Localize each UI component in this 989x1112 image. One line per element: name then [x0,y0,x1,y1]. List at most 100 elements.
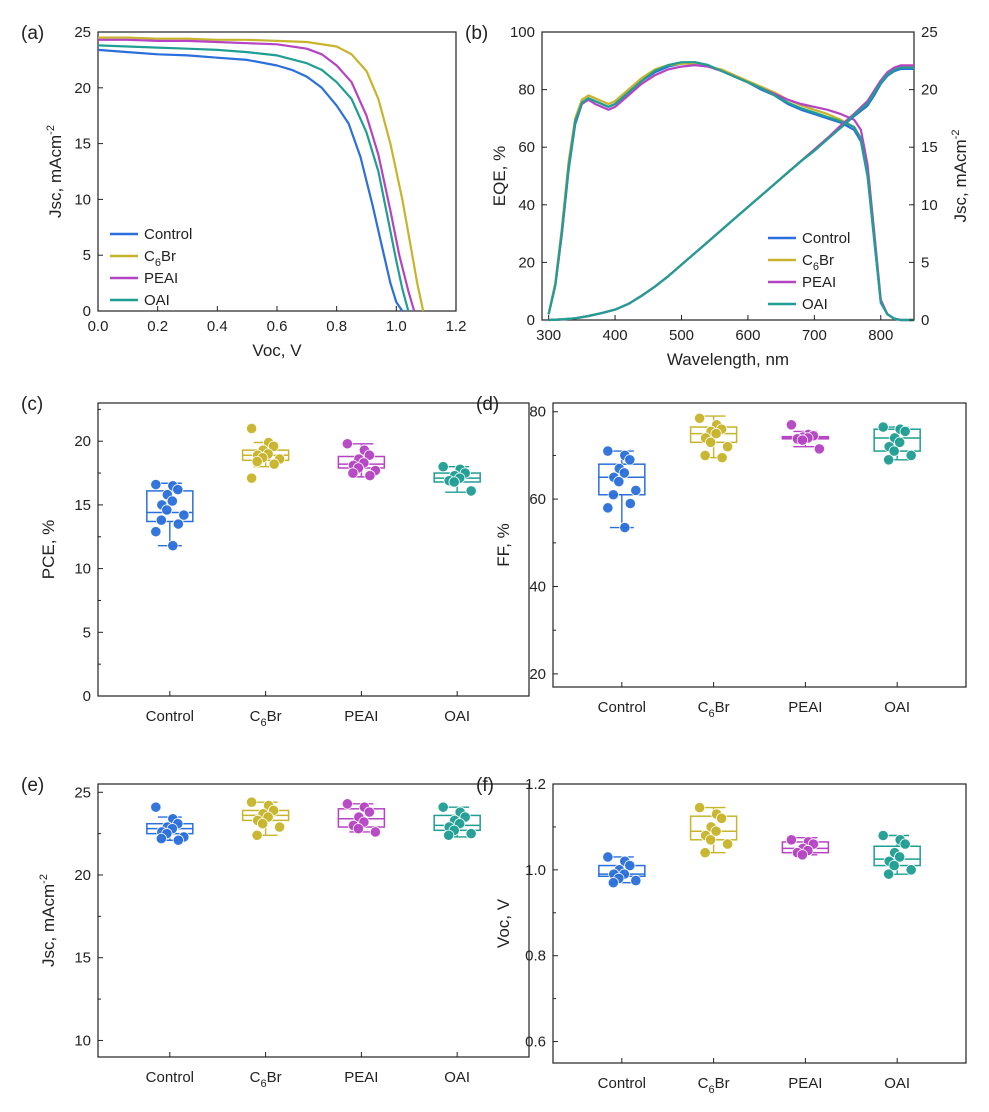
data-point [883,868,895,880]
x-category-label: C6Br [698,1075,730,1096]
data-point [630,484,642,496]
y-tick-label: 1.0 [525,862,546,879]
data-point [894,851,906,863]
data-point [813,443,825,455]
data-point [465,485,477,497]
data-point [905,449,917,462]
panel-label-e: (e) [21,775,44,796]
data-point [155,832,167,845]
data-point [437,801,449,813]
data-point [899,425,911,437]
y-tick-label: 10 [921,197,938,214]
y-tick-label: 10 [74,191,91,208]
y-tick-label: 40 [529,579,546,596]
x-category-label: Control [146,708,194,725]
data-point [796,849,808,861]
data-point [607,489,619,501]
data-point [178,509,190,521]
panel-e: (e) 10 15 20 25 Jsc, mAcm-2 Control C6Br PEAI OAI [21,775,530,1090]
y-tick-label: 20 [529,666,546,683]
x-category-label: Control [598,1075,646,1092]
y-tick-label: 0 [83,303,91,320]
x-tick-label: 400 [603,327,628,344]
series-line-eqe-c6br [98,36,425,312]
data-point [785,834,797,846]
series-line-eqe-control [97,48,404,312]
x-axis-label: Wavelength, nm [667,350,789,369]
data-point [694,412,706,424]
panel-b: (b)300 400 500 600 700 800020406080100Wavelen… [465,23,970,369]
x-tick-label: 0.6 [267,318,288,335]
x-tick-label: 0.4 [207,318,228,335]
data-point [607,877,619,889]
y-tick-label: 20 [921,82,938,99]
data-point [465,828,477,840]
data-point [150,801,162,813]
x-category-label: C6Br [250,708,282,729]
data-point [150,478,162,491]
x-category-label: OAI [884,1075,910,1092]
x-tick-label: 500 [669,327,694,344]
x-category-label: OAI [444,1069,470,1086]
panel-a: (a) 0.0 0.2 0.4 0.6 0.8 1.0 1.2 0 5 10 15 20 25 Voc, V… [21,23,466,360]
data-point [347,467,359,479]
data-point [716,452,728,464]
x-category-label: C6Br [698,699,730,720]
x-tick-label: 600 [735,327,760,344]
y-tick-label: 15 [74,950,91,967]
y-tick-label: 5 [921,254,929,271]
data-point [722,441,734,453]
x-tick-label: 1.0 [386,318,407,335]
legend-entry: PEAI [802,274,836,291]
x-axis-label: Voc, V [252,341,302,360]
data-point [699,449,711,462]
data-point [364,470,376,482]
x-tick-label: 0.2 [147,318,168,335]
x-category-label: C6Br [250,1069,282,1090]
data-point [613,476,625,488]
legend-entry: PEAI [144,270,178,287]
data-point [352,823,364,835]
data-point [246,472,258,484]
x-tick-label: 700 [802,327,827,344]
data-point [710,825,722,837]
y-tick-label: 25 [74,784,91,801]
data-point [705,436,717,448]
y-tick-label: 15 [921,139,938,156]
data-point [274,821,286,833]
y-tick-label: 1.2 [525,776,546,793]
y-tick-label: 100 [510,24,535,41]
data-point [363,806,375,818]
data-point [166,495,178,507]
data-point [624,497,636,510]
y-axis-label: FF, % [494,523,513,566]
y-tick-label: 20 [518,254,535,271]
data-point [369,826,381,838]
x-category-label: PEAI [788,699,822,716]
y-tick-label: 0.6 [525,1034,546,1051]
data-point [888,445,900,457]
data-point [268,458,280,470]
data-point [899,838,911,850]
data-point [624,859,636,872]
legend-entry: OAI [144,292,170,309]
y-tick-label: 0 [921,312,929,329]
data-point [694,802,706,814]
legend-entry: Control [144,226,192,243]
data-point [363,449,375,461]
data-point [877,829,889,842]
y-tick-label: 0 [527,312,535,329]
x-category-label: Control [146,1069,194,1086]
series-line-eqe-peai [547,63,914,322]
x-tick-label: 1.2 [446,318,467,335]
data-point [246,422,258,435]
panel-label-b: (b) [465,23,488,44]
y-axis-label: Jsc, mAcm-2 [45,125,65,218]
data-point [722,838,734,850]
panel-label-f: (f) [476,775,494,796]
data-point [796,434,808,446]
y-tick-label: 20 [74,433,91,450]
data-point [251,455,263,468]
x-category-label: OAI [444,708,470,725]
y-tick-label: 15 [74,136,91,153]
